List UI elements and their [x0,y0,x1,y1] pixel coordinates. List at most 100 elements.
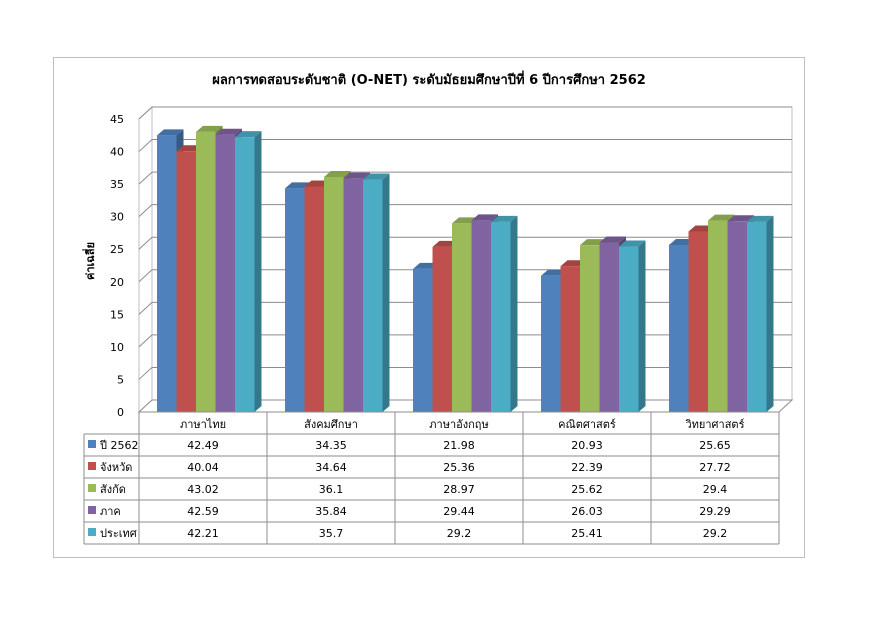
bar-top [196,125,223,132]
bar-front [669,244,689,412]
plot-side-wall [138,105,153,414]
y-tick-label: 35 [110,178,124,191]
bar-front [727,221,747,412]
x-tick-label: ภาษาไทย [180,418,226,431]
bar-top [235,131,262,138]
bar-front [560,266,580,412]
legend-series-name: สังกัด [100,483,126,496]
legend-swatch [88,484,96,492]
gridline [138,236,792,250]
bar-top [727,215,754,222]
bar [363,173,390,412]
legend-swatch [88,462,96,470]
bar-top [471,214,498,221]
bar-side [510,215,518,412]
chart-title: ผลการทดสอบระดับชาติ (O-NET) ระดับมัธยมศึ… [212,70,646,88]
y-tick-label: 25 [110,243,124,256]
bar [235,131,262,412]
bar-top [491,215,518,222]
data-table-value: 42.49 [187,439,219,452]
data-table-value: 43.02 [187,483,219,496]
onet-bar-chart: ผลการทดสอบระดับชาติ (O-NET) ระดับมัธยมศึ… [82,70,794,545]
bar-top [343,172,370,179]
x-tick-label: ภาษาอังกฤษ [429,418,488,431]
legend-series-name: ปี 2562 [99,439,139,452]
bar-side [766,215,774,412]
data-table-value: 34.64 [315,461,347,474]
data-table-value: 29.4 [703,483,728,496]
bar-top [708,214,735,221]
bar-top [747,215,774,222]
y-tick-label: 15 [110,308,124,321]
bar-front [541,275,561,412]
y-axis-title: ค่าเฉลี่ย [82,242,97,280]
bar-front [157,135,177,412]
data-table-value: 29.44 [443,505,475,518]
bar-front [235,137,255,412]
bar-side [382,173,390,412]
gridline [138,171,792,185]
bar-front [580,245,600,412]
bar-front [324,176,344,412]
data-table-value: 21.98 [443,439,475,452]
bar-side [254,131,262,412]
y-tick-label: 10 [110,341,124,354]
bar-front [304,186,324,412]
legend-series-name: จังหวัด [100,461,132,474]
bar-front [432,246,452,412]
x-tick-label: คณิตศาสตร์ [558,418,616,431]
data-table-value: 25.62 [571,483,603,496]
data-table-value: 20.93 [571,439,603,452]
legend-swatch [88,506,96,514]
bar-top [599,236,626,243]
bar-front [176,151,196,412]
bar-front [285,188,305,412]
data-table-value: 40.04 [187,461,219,474]
bar-top [215,128,242,135]
bar-front [343,178,363,412]
bar-front [747,221,767,412]
data-table-value: 29.29 [699,505,731,518]
bar-front [471,220,491,412]
data-table-value: 29.2 [447,527,472,540]
bar-front [708,220,728,412]
legend-swatch [88,528,96,536]
bar-front [413,268,433,412]
data-table-value: 35.7 [319,527,344,540]
x-tick-label: วิทยาศาสตร์ [685,418,745,431]
data-table-value: 35.84 [315,505,347,518]
x-tick-label: สังคมศึกษา [304,418,358,431]
bar [747,215,774,412]
bar-top [619,240,646,247]
data-table-value: 25.36 [443,461,475,474]
bar-top [157,129,184,136]
legend-series-name: ประเทศ [100,527,137,540]
gridline [138,139,792,152]
bar-top [363,173,390,180]
legend-swatch [88,440,96,448]
bar-front [452,223,472,412]
bar-front [599,242,619,412]
y-tick-label: 30 [110,211,124,224]
data-table-value: 22.39 [571,461,603,474]
bar-side [638,240,646,412]
gridline [138,204,792,218]
bar-front [619,246,639,412]
y-tick-label: 5 [117,373,124,386]
bar [491,215,518,412]
legend-series-name: ภาค [100,505,121,518]
chart-frame: ผลการทดสอบระดับชาติ (O-NET) ระดับมัธยมศึ… [53,57,805,558]
y-tick-label: 20 [110,276,124,289]
data-table-value: 25.65 [699,439,731,452]
gridline [138,106,792,120]
y-tick-label: 0 [117,406,124,419]
data-table-value: 42.59 [187,505,219,518]
y-tick-label: 40 [110,146,124,159]
y-tick-label: 45 [110,113,124,126]
data-table-value: 28.97 [443,483,475,496]
data-table-value: 36.1 [319,483,344,496]
data-table-value: 42.21 [187,527,219,540]
bar-front [196,131,216,412]
bar-top [324,170,351,177]
bar-front [363,179,383,412]
